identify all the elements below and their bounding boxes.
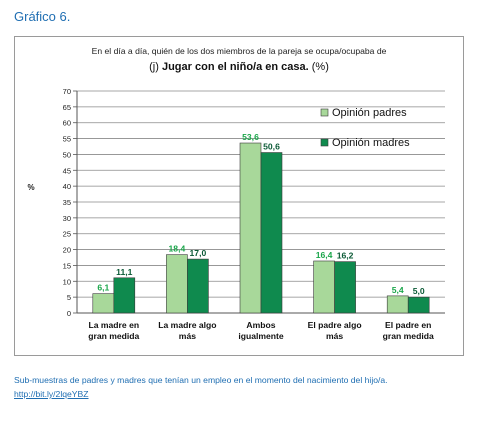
- bar-padres: [386, 295, 409, 314]
- figure-number: Gráfico 6.: [14, 9, 71, 24]
- bar-madres: [407, 296, 430, 314]
- y-tick-label: 10: [63, 277, 71, 286]
- category-label: gran medida: [88, 331, 139, 341]
- data-label: 18,4: [169, 244, 186, 254]
- y-tick-label: 70: [63, 87, 71, 96]
- chart-title-suffix: (%): [309, 61, 329, 73]
- chart-title-line2: (j) Jugar con el niño/a en casa. (%): [149, 61, 329, 73]
- y-tick-label: 35: [63, 198, 71, 207]
- chart-frame: En el día a día, quién de los dos miembr…: [14, 36, 464, 356]
- category-label: El padre en: [385, 320, 431, 330]
- data-label: 11,1: [116, 267, 132, 277]
- chart-title-bold: Jugar con el niño/a en casa.: [162, 61, 309, 73]
- bar-padres: [166, 254, 188, 314]
- y-tick-label: 60: [63, 119, 71, 128]
- bar-padres: [313, 260, 335, 314]
- category-label: más: [179, 331, 196, 341]
- source-link[interactable]: http://bit.ly/2lqeYBZ: [14, 389, 89, 399]
- y-tick-label: 5: [67, 293, 71, 302]
- data-label: 5,0: [413, 286, 425, 296]
- legend-label: Opinión padres: [332, 107, 407, 119]
- category-label: más: [326, 331, 343, 341]
- data-label: 50,6: [263, 142, 280, 152]
- bar-madres: [334, 261, 356, 314]
- category-label: El padre algo: [308, 320, 362, 330]
- y-tick-label: 50: [63, 150, 71, 159]
- category-label: La madre algo: [158, 320, 216, 330]
- data-label: 5,4: [392, 285, 404, 295]
- bar-padres: [92, 293, 115, 314]
- y-tick-label: 15: [63, 261, 71, 270]
- legend-swatch: [320, 108, 329, 117]
- bar-chart: En el día a día, quién de los dos miembr…: [27, 46, 445, 341]
- data-label: 17,0: [190, 248, 207, 258]
- y-tick-label: 0: [67, 309, 71, 318]
- bar-madres: [113, 277, 136, 314]
- footnote: Sub-muestras de padres y madres que tení…: [14, 375, 388, 385]
- chart-title-prefix: (j): [149, 61, 162, 73]
- y-axis-label: %: [27, 183, 34, 192]
- y-tick-label: 55: [63, 135, 71, 144]
- y-tick-label: 25: [63, 230, 71, 239]
- legend-swatch: [320, 138, 329, 147]
- y-tick-label: 20: [63, 246, 71, 255]
- y-tick-label: 30: [63, 214, 71, 223]
- category-label: igualmente: [238, 331, 284, 341]
- category-label: La madre en: [88, 320, 139, 330]
- data-label: 53,6: [242, 132, 259, 142]
- y-tick-label: 45: [63, 166, 71, 175]
- bar-padres: [239, 142, 262, 314]
- bar-madres: [260, 152, 283, 314]
- data-label: 16,4: [316, 250, 333, 260]
- data-label: 6,1: [97, 283, 109, 293]
- y-tick-label: 65: [63, 103, 71, 112]
- y-tick-label: 40: [63, 182, 71, 191]
- legend-label: Opinión madres: [332, 137, 410, 149]
- bar-madres: [187, 258, 209, 314]
- data-label: 16,2: [337, 251, 354, 261]
- category-label: Ambos: [246, 320, 275, 330]
- category-label: gran medida: [383, 331, 434, 341]
- chart-title-line1: En el día a día, quién de los dos miembr…: [92, 46, 387, 56]
